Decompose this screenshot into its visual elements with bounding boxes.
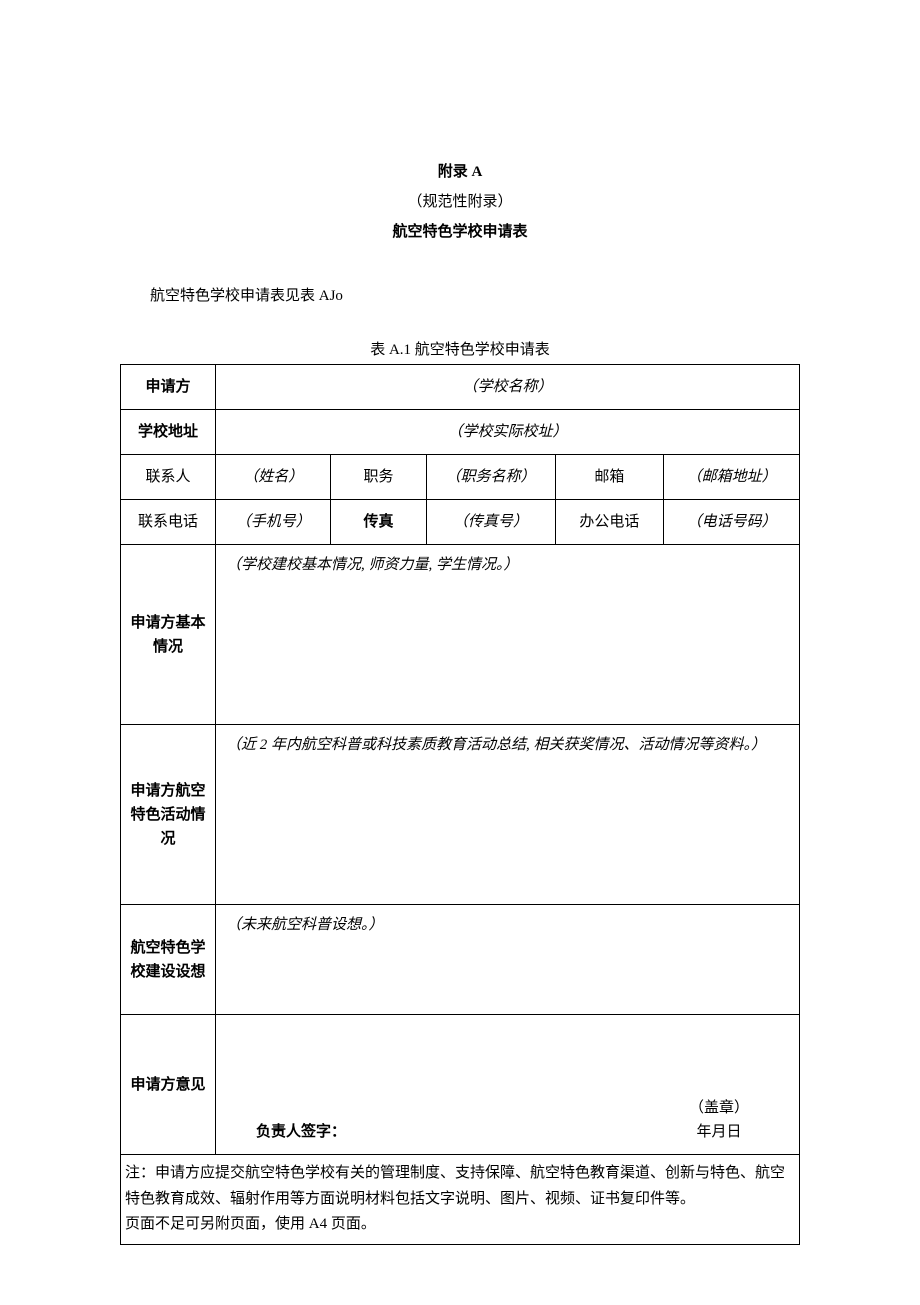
fax-label: 传真 (331, 500, 426, 545)
address-value: （学校实际校址） (216, 410, 800, 455)
email-label: 邮箱 (555, 455, 664, 500)
plan-label: 航空特色学校建设设想 (121, 905, 216, 1015)
table-row: 注：申请方应提交航空特色学校有关的管理制度、支持保障、航空特色教育渠道、创新与特… (121, 1155, 800, 1245)
seal-label: （盖章） (689, 1100, 749, 1116)
appendix-label: 附录 A (120, 160, 800, 184)
appendix-type: （规范性附录） (120, 190, 800, 214)
position-value: （职务名称） (426, 455, 555, 500)
activity-value: （近 2 年内航空科普或科技素质教育活动总结, 相关获奖情况、活动情况等资料。） (216, 725, 800, 905)
plan-value: （未来航空科普设想。） (216, 905, 800, 1015)
basic-info-value: （学校建校基本情况, 师资力量, 学生情况。） (216, 545, 800, 725)
table-row: 申请方 （学校名称） (121, 365, 800, 410)
table-row: 申请方意见 负责人签字： （盖章） 年月日 (121, 1015, 800, 1155)
signature-label: 负责人签字： (226, 1120, 346, 1144)
appendix-title: 航空特色学校申请表 (120, 220, 800, 244)
applicant-value: （学校名称） (216, 365, 800, 410)
fax-value: （传真号） (426, 500, 555, 545)
applicant-label: 申请方 (121, 365, 216, 410)
opinion-label: 申请方意见 (121, 1015, 216, 1155)
phone-label: 联系电话 (121, 500, 216, 545)
table-caption: 表 A.1 航空特色学校申请表 (120, 338, 800, 362)
office-phone-label: 办公电话 (555, 500, 664, 545)
table-row: 联系人 （姓名） 职务 （职务名称） 邮箱 （邮箱地址） (121, 455, 800, 500)
opinion-cell: 负责人签字： （盖章） 年月日 (216, 1015, 800, 1155)
mobile-value: （手机号） (216, 500, 331, 545)
intro-text: 航空特色学校申请表见表 AJo (120, 284, 800, 308)
application-form-table: 申请方 （学校名称） 学校地址 （学校实际校址） 联系人 （姓名） 职务 （职务… (120, 364, 800, 1245)
document-header: 附录 A （规范性附录） 航空特色学校申请表 (120, 160, 800, 244)
basic-info-label: 申请方基本情况 (121, 545, 216, 725)
date-label: 年月日 (696, 1124, 741, 1140)
address-label: 学校地址 (121, 410, 216, 455)
table-row: 申请方航空特色活动情况 （近 2 年内航空科普或科技素质教育活动总结, 相关获奖… (121, 725, 800, 905)
office-phone-value: （电话号码） (664, 500, 800, 545)
contact-label: 联系人 (121, 455, 216, 500)
table-row: 申请方基本情况 （学校建校基本情况, 师资力量, 学生情况。） (121, 545, 800, 725)
activity-label: 申请方航空特色活动情况 (121, 725, 216, 905)
position-label: 职务 (331, 455, 426, 500)
email-value: （邮箱地址） (664, 455, 800, 500)
table-row: 联系电话 （手机号） 传真 （传真号） 办公电话 （电话号码） (121, 500, 800, 545)
table-row: 学校地址 （学校实际校址） (121, 410, 800, 455)
table-row: 航空特色学校建设设想 （未来航空科普设想。） (121, 905, 800, 1015)
seal-block: （盖章） 年月日 (689, 1096, 789, 1144)
footnote: 注：申请方应提交航空特色学校有关的管理制度、支持保障、航空特色教育渠道、创新与特… (121, 1155, 800, 1245)
contact-name: （姓名） (216, 455, 331, 500)
